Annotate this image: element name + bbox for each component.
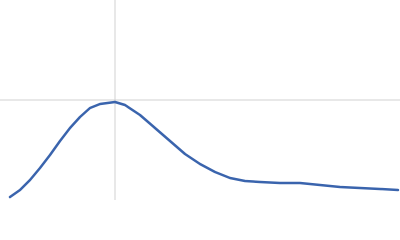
data-line	[8, 100, 400, 199]
chart	[0, 0, 400, 200]
page: {"chart_data": {"type": "line", "x": [0.…	[0, 0, 400, 200]
